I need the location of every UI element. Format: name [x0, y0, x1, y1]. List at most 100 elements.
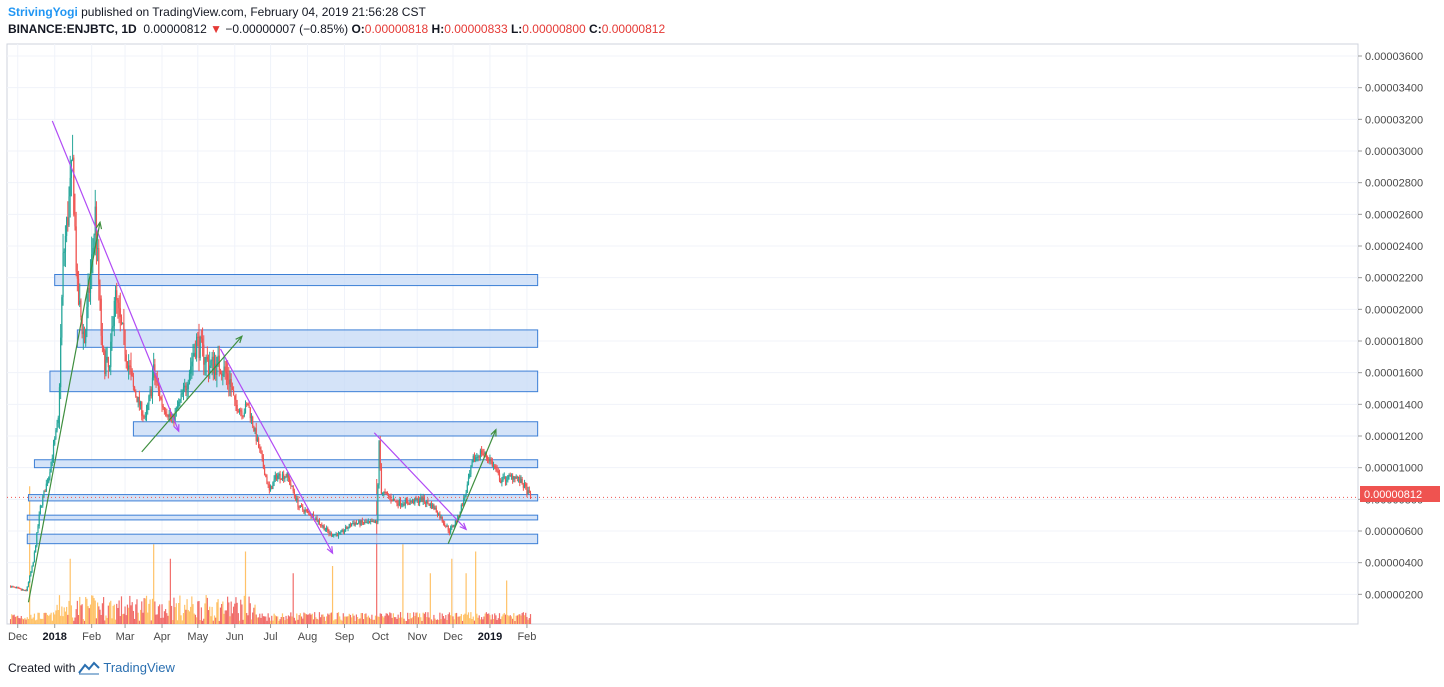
- candle-body: [470, 466, 472, 475]
- volume-bar: [303, 612, 305, 624]
- close-label: C:: [589, 22, 602, 36]
- volume-bar: [198, 601, 200, 624]
- candle-body: [18, 587, 20, 589]
- volume-bar: [410, 618, 412, 624]
- volume-bar: [360, 613, 362, 624]
- volume-bar: [336, 612, 338, 624]
- candle-body: [335, 533, 337, 535]
- volume-bar: [265, 616, 267, 624]
- candle-body: [433, 504, 435, 509]
- candle-body: [475, 457, 477, 461]
- y-tick-label: 0.00003200: [1365, 114, 1423, 126]
- candle-body: [516, 476, 518, 479]
- candle-body: [298, 506, 300, 508]
- volume-bar: [38, 612, 40, 624]
- candle-body: [15, 587, 18, 589]
- candle-body: [133, 386, 136, 392]
- volume-bar: [249, 603, 251, 624]
- volume-bar: [459, 616, 461, 624]
- volume-bar: [85, 596, 87, 624]
- candle-body: [404, 499, 406, 506]
- volume-bar: [441, 613, 443, 624]
- volume-bar: [422, 612, 424, 624]
- candle-body: [74, 214, 76, 227]
- candle-body: [337, 532, 340, 537]
- created-with-text: Created with: [8, 660, 76, 675]
- trend-arrow-head: [459, 522, 468, 531]
- volume-bar: [382, 616, 384, 624]
- candle-body: [275, 474, 278, 479]
- volume-bar: [354, 620, 356, 624]
- volume-bar: [193, 613, 195, 624]
- candle-body: [167, 415, 169, 418]
- volume-bar: [421, 620, 423, 624]
- volume-bar: [329, 613, 331, 624]
- volume-bar: [298, 615, 300, 624]
- candle-body: [428, 503, 430, 506]
- candle-body: [227, 373, 229, 380]
- candle-body: [374, 521, 377, 523]
- candle-body: [421, 497, 423, 502]
- author-link[interactable]: StrivingYogi: [8, 5, 78, 19]
- volume-bar: [225, 610, 228, 624]
- candle-body: [427, 500, 429, 504]
- candle-body: [455, 520, 458, 522]
- volume-bar: [206, 597, 208, 624]
- volume-bar: [433, 614, 435, 624]
- volume-bar: [385, 613, 387, 624]
- change-value: −0.00000007 (−0.85%): [225, 22, 349, 36]
- tradingview-brand[interactable]: TradingView: [103, 660, 175, 675]
- y-tick-label: 0.00000600: [1365, 526, 1423, 538]
- candle-body: [411, 499, 414, 503]
- volume-bar: [81, 604, 83, 624]
- candle-body: [300, 505, 303, 507]
- volume-bar: [434, 618, 436, 624]
- volume-bar: [27, 618, 30, 624]
- volume-bar: [311, 613, 313, 624]
- zone-box: [49, 370, 539, 393]
- volume-bar: [365, 613, 367, 624]
- volume-bar: [488, 613, 490, 624]
- volume-bar: [526, 616, 528, 624]
- candle-body: [284, 476, 286, 480]
- volume-bar: [525, 612, 527, 624]
- volume-bar: [76, 600, 78, 624]
- volume-bar: [159, 604, 161, 624]
- trend-lines: [7, 120, 1358, 603]
- candle-body: [512, 475, 514, 480]
- candle-body: [277, 475, 279, 479]
- candle-body: [376, 521, 378, 523]
- volume-bar: [275, 616, 278, 624]
- candle-body: [514, 476, 516, 479]
- volume-bar: [217, 599, 219, 624]
- volume-bar: [455, 612, 458, 624]
- candle-body: [102, 347, 105, 351]
- volume-bar: [211, 606, 213, 624]
- candle-body: [224, 366, 226, 372]
- volume-bar: [419, 613, 421, 624]
- candle-body: [439, 513, 441, 519]
- volume-bar: [444, 618, 446, 624]
- volume-bar: [405, 620, 408, 624]
- candle-body: [436, 512, 439, 516]
- zone-box: [132, 421, 539, 437]
- candle-body: [120, 316, 123, 324]
- open-label: O:: [351, 22, 365, 36]
- candle-body: [145, 409, 148, 417]
- price-axis: 0.000002000.000004000.000006000.00000800…: [1358, 51, 1423, 601]
- candle-body: [416, 498, 418, 500]
- volume-bar: [94, 600, 96, 624]
- volume-bar: [458, 616, 460, 624]
- volume-bar: [470, 612, 472, 624]
- candle-body: [283, 474, 285, 480]
- volume-bar: [169, 558, 171, 624]
- candle-body: [297, 498, 299, 507]
- candle-body: [37, 525, 39, 533]
- volume-bar: [151, 598, 154, 624]
- candle-body: [410, 501, 412, 503]
- volume-bar: [424, 612, 427, 624]
- candle-body: [379, 441, 381, 468]
- candle-body: [225, 371, 228, 374]
- volume-bar: [272, 620, 274, 624]
